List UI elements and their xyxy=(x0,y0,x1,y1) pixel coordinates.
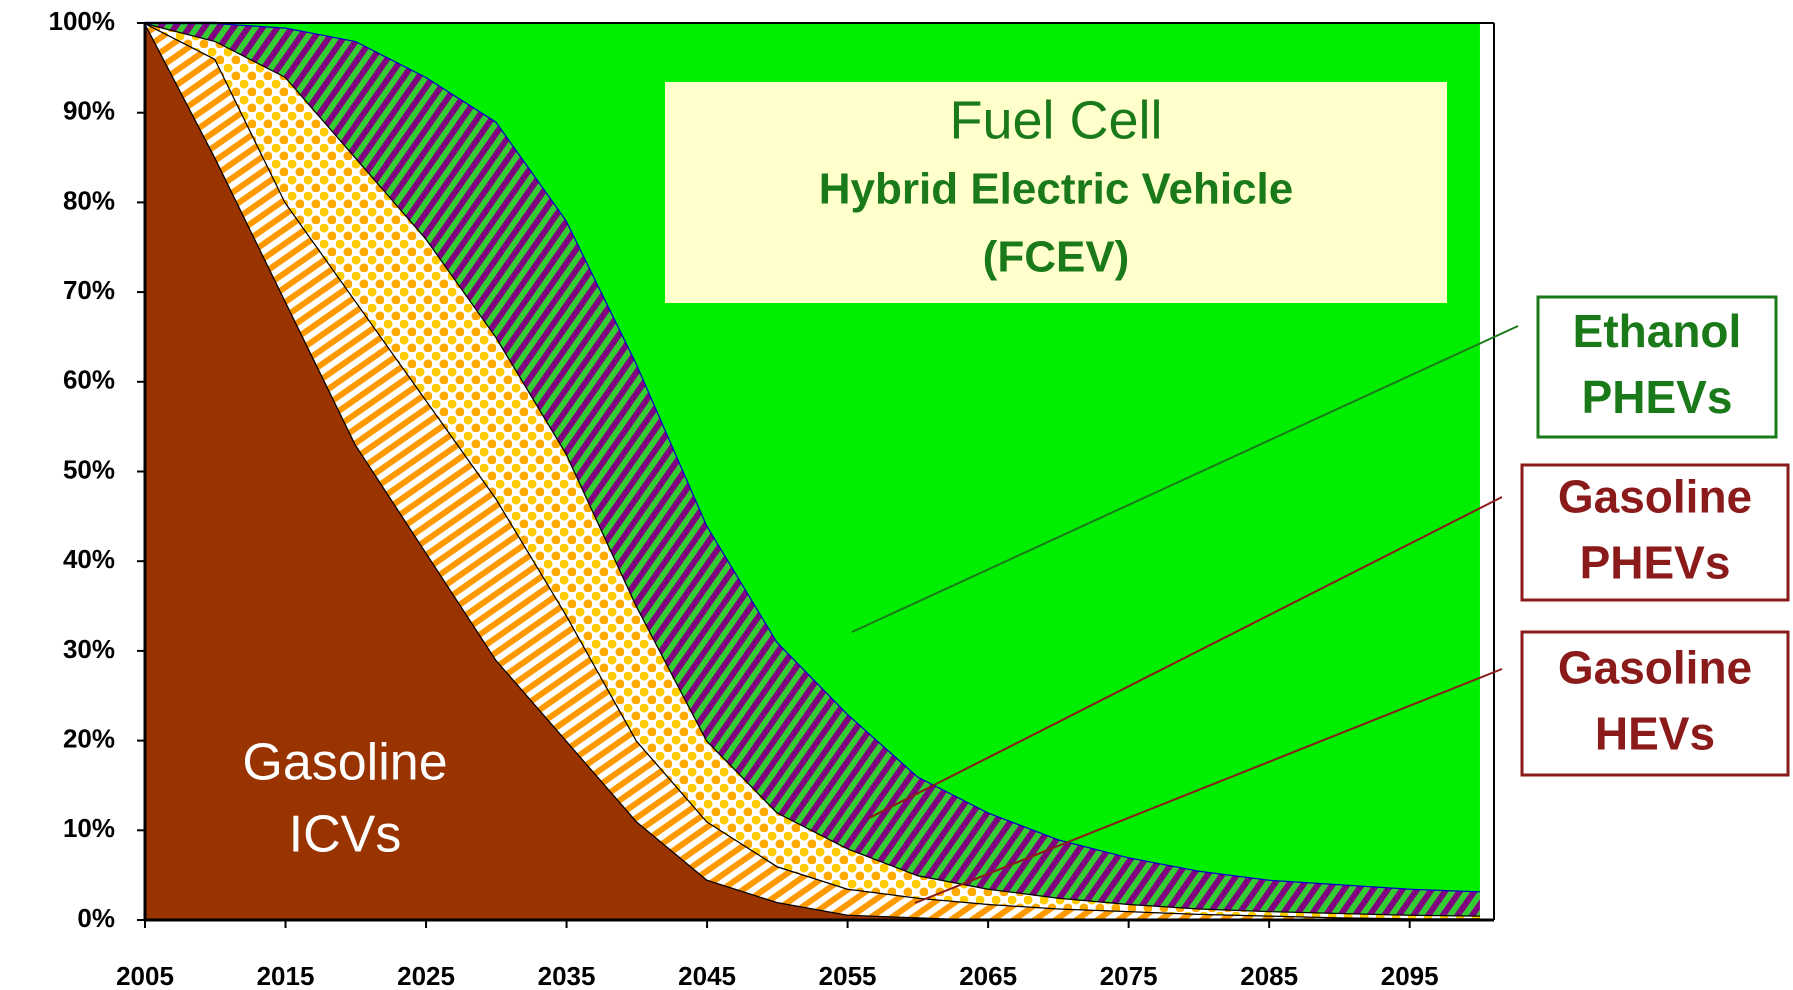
x-tick-label: 2065 xyxy=(959,961,1017,990)
y-tick-label: 60% xyxy=(63,365,115,395)
series-label: PHEVs xyxy=(1582,371,1733,423)
x-tick-label: 2015 xyxy=(257,961,315,990)
area xyxy=(145,23,1480,920)
area xyxy=(145,23,1480,919)
series-label: Hybrid Electric Vehicle xyxy=(819,165,1293,214)
y-tick-label: 30% xyxy=(63,634,115,664)
area xyxy=(145,23,1480,920)
area xyxy=(145,23,1480,916)
y-tick-label: 50% xyxy=(63,454,115,484)
series-label: Gasoline xyxy=(1558,642,1752,694)
series-label: Ethanol xyxy=(1573,305,1742,357)
leader-line xyxy=(851,325,1519,633)
y-tick-label: 10% xyxy=(63,813,115,843)
y-tick-label: 90% xyxy=(63,96,115,126)
leader-line xyxy=(914,668,1503,904)
x-tick-label: 2025 xyxy=(397,961,455,990)
series-label: Gasoline xyxy=(242,734,447,792)
series-label: Gasoline xyxy=(1558,471,1752,523)
y-tick-label: 20% xyxy=(63,723,115,753)
series-label: ICVs xyxy=(289,806,402,864)
leader-line xyxy=(868,496,1503,819)
x-tick-label: 2055 xyxy=(819,961,877,990)
series-label: PHEVs xyxy=(1580,537,1731,589)
x-tick-label: 2035 xyxy=(538,961,596,990)
x-tick-label: 2045 xyxy=(678,961,736,990)
x-tick-label: 2095 xyxy=(1381,961,1439,990)
x-tick-label: 2075 xyxy=(1100,961,1158,990)
x-tick-label: 2005 xyxy=(116,961,174,990)
x-tick-label: 2085 xyxy=(1240,961,1298,990)
label-box xyxy=(1520,630,1790,777)
y-tick-label: 0% xyxy=(77,903,115,933)
y-tick-label: 40% xyxy=(63,544,115,574)
y-tick-label: 80% xyxy=(63,185,115,215)
series-label: HEVs xyxy=(1595,708,1715,760)
series-label: Fuel Cell xyxy=(949,90,1162,150)
label-box xyxy=(665,82,1447,303)
series-label: (FCEV) xyxy=(983,233,1130,282)
label-box xyxy=(1520,463,1790,602)
y-tick-label: 70% xyxy=(63,275,115,305)
label-box xyxy=(1536,295,1778,439)
y-tick-label: 100% xyxy=(49,6,116,36)
